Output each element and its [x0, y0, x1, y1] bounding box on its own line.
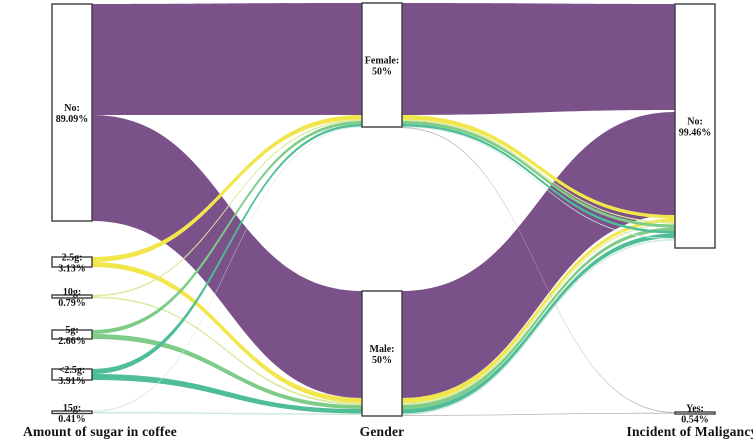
node-label-sugar-10g: 10g: 0.79% — [58, 287, 86, 309]
node-label-gender-female: Female: 50% — [365, 56, 399, 78]
node-sugar-2-5g — [51, 256, 93, 268]
node-label-gender-male: Male: 50% — [370, 344, 395, 366]
flow-15g-male — [92, 412, 362, 415]
flow-female-no-pale — [402, 119, 675, 224]
node-sugar-lt2-5g — [51, 368, 93, 381]
node-sugar-no — [51, 3, 93, 222]
flow-male-no-teal — [402, 233, 675, 414]
flow-male-no-pale — [402, 223, 675, 405]
flow-male-no — [402, 112, 675, 398]
flow-2-5g-female — [92, 115, 362, 262]
flow-lt2-5g-female — [92, 124, 362, 374]
flow-female-no-yellow — [402, 115, 675, 219]
node-label-sugar-5g: 5g: 2.66% — [58, 325, 86, 347]
flow-female-no-green — [402, 121, 675, 228]
flow-5g-female — [92, 121, 362, 334]
flow-no-female — [92, 3, 362, 115]
node-sugar-15g — [51, 410, 93, 415]
axis-title-malignancy: Incident of Maligancy — [626, 424, 753, 439]
flow-5g-male — [92, 334, 362, 409]
node-label-sugar-15g: 15g: 0.41% — [58, 403, 86, 425]
flow-female-no-teal — [402, 124, 675, 234]
flow-male-no-mint — [402, 239, 675, 415]
flow-lt2-5g-male — [92, 374, 362, 414]
node-label-mal-yes: Yes: 0.54% — [681, 404, 709, 426]
node-label-mal-no: No: 99.46% — [679, 117, 712, 139]
flow-10g-female — [92, 119, 362, 297]
node-sugar-5g — [51, 329, 93, 340]
flow-no-male — [92, 115, 362, 398]
flow-male-no-yellow — [402, 218, 675, 403]
axis-title-sugar: Amount of sugar in coffee — [23, 424, 177, 439]
flow-15g-female — [92, 126, 362, 412]
node-gender-male — [361, 290, 403, 417]
flow-male-yes — [402, 412, 675, 416]
node-mal-yes — [674, 411, 716, 415]
node-sugar-10g — [51, 294, 93, 299]
flow-female-no-mint — [402, 126, 675, 239]
node-label-sugar-2-5g: 2.5g: 3.13% — [58, 253, 86, 275]
node-label-sugar-no: No: 89.09% — [56, 103, 89, 125]
node-mal-no — [674, 3, 716, 249]
flow-2-5g-male — [92, 262, 362, 403]
flow-male-no-green — [402, 227, 675, 409]
flow-female-no — [402, 3, 675, 115]
flow-female-yes — [402, 127, 675, 413]
flow-10g-male — [92, 296, 362, 405]
axis-title-gender: Gender — [359, 424, 405, 439]
node-gender-female — [361, 2, 403, 128]
node-label-sugar-lt2-5g: <2.5g: 3.91% — [58, 365, 86, 387]
